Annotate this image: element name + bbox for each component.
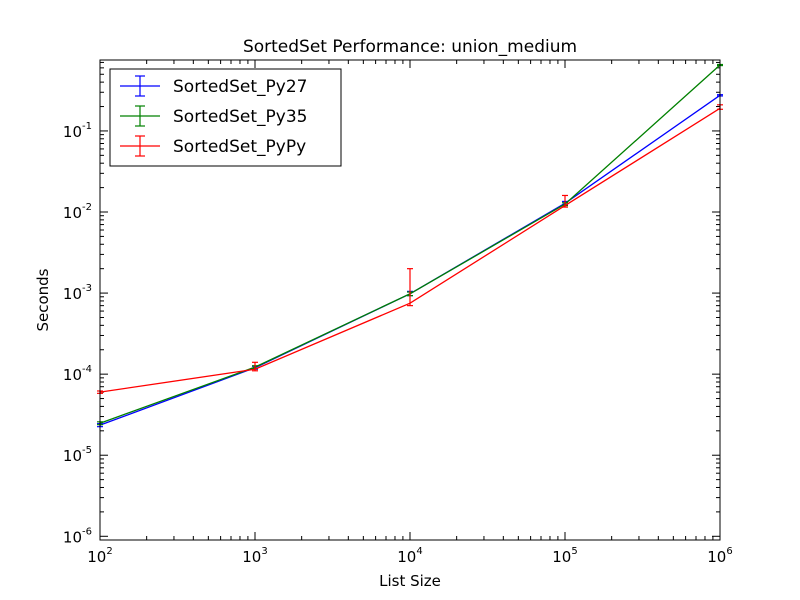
x-tick-exponent: 2 bbox=[106, 546, 112, 557]
y-tick-exponent: -2 bbox=[82, 202, 92, 213]
y-tick-exponent: -6 bbox=[82, 526, 92, 537]
legend-label: SortedSet_Py35 bbox=[173, 107, 307, 127]
legend-label: SortedSet_PyPy bbox=[173, 137, 306, 157]
y-tick-exponent: -5 bbox=[82, 445, 92, 456]
legend-label: SortedSet_Py27 bbox=[173, 77, 307, 97]
y-tick-exponent: -1 bbox=[82, 121, 92, 132]
chart-title: SortedSet Performance: union_medium bbox=[243, 37, 577, 57]
x-tick-exponent: 4 bbox=[416, 546, 422, 557]
x-tick-exponent: 6 bbox=[726, 546, 732, 557]
legend: SortedSet_Py27 SortedSet_Py35 SortedSet_Py… bbox=[109, 68, 342, 167]
y-tick-exponent: -4 bbox=[82, 364, 92, 375]
legend-box bbox=[109, 68, 342, 167]
x-tick-exponent: 3 bbox=[261, 546, 267, 557]
x-tick-exponent: 5 bbox=[571, 546, 577, 557]
x-axis-label: List Size bbox=[379, 572, 441, 590]
y-axis-label: Seconds bbox=[34, 268, 52, 331]
y-tick-exponent: -3 bbox=[82, 283, 92, 294]
plot-frame bbox=[99, 59, 721, 541]
